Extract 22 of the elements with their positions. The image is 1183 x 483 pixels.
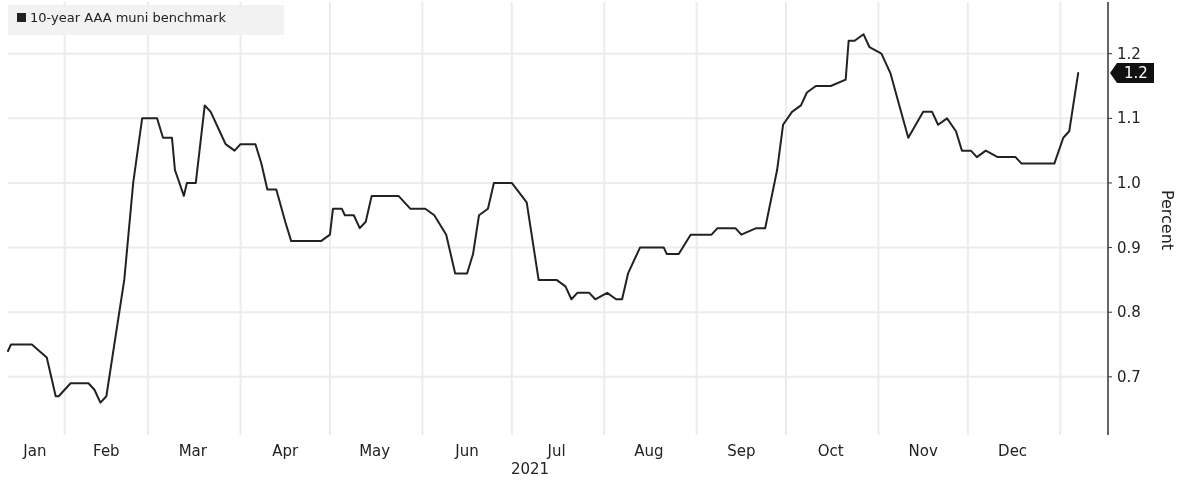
y-tick-label: 1.1 <box>1117 109 1141 128</box>
y-tick-label: 0.9 <box>1117 238 1141 257</box>
x-tick-label: Apr <box>272 442 300 460</box>
x-tick-label: Aug <box>634 442 664 460</box>
y-tick-label: 1.2 <box>1117 44 1141 63</box>
x-tick-label: Jun <box>454 442 479 460</box>
x-tick-label: Feb <box>93 442 120 460</box>
line-series <box>7 33 1080 404</box>
x-tick-label: May <box>359 442 391 460</box>
x-tick-label: Mar <box>178 442 208 460</box>
x-axis-title: 2021 <box>510 460 550 478</box>
x-tick-label: Sep <box>727 442 756 460</box>
text: 1.0 <box>1117 173 1141 192</box>
x-tick-label: Nov <box>908 442 938 460</box>
y-axis-title: Percent <box>1158 189 1177 251</box>
x-tick-label: Jan <box>22 442 47 460</box>
x-tick-label: Oct <box>817 442 844 460</box>
legend-label: 10-year AAA muni benchmark <box>30 10 227 25</box>
x-tick-label: Jul <box>546 442 566 460</box>
y-tick-label: 0.8 <box>1117 303 1141 322</box>
x-tick-label: Dec <box>998 442 1028 460</box>
y-tick-label: 0.7 <box>1117 367 1141 386</box>
